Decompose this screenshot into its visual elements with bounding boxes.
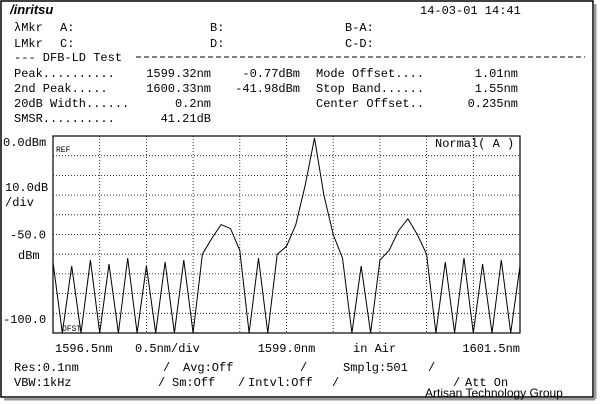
marker-label: A: (60, 21, 74, 35)
result: -41.98dBm (235, 82, 300, 96)
y-tick-label: -100.0 (3, 313, 46, 327)
result: 0.2nm (175, 97, 211, 111)
ofst-label: OFST (62, 325, 81, 334)
y-tick-label: 0.0dBm (3, 136, 46, 150)
x-tick-label: 1599.0nm (258, 342, 316, 356)
result: 20dB Width...... (14, 97, 129, 111)
result: SMSR.......... (14, 112, 115, 126)
setting: / (428, 361, 435, 375)
result: 1600.33nm (146, 82, 211, 96)
y-tick-label: -50.0 (10, 229, 46, 243)
scale: /div (5, 196, 34, 210)
marker-label: D: (210, 37, 224, 51)
marker-label: λMkr (14, 21, 43, 35)
setting: Intvl:Off (248, 376, 313, 390)
result: 1.01nm (475, 67, 518, 81)
result: 41.21dB (161, 112, 211, 126)
setting: / (158, 376, 165, 390)
result: 1.55nm (475, 82, 518, 96)
plot-frame (52, 135, 521, 334)
setting: VBW:1kHz (14, 376, 72, 390)
section-title: --- DFB-LD Test (14, 51, 122, 65)
scale: 10.0dB (5, 181, 48, 195)
marker-label: C-D: (345, 37, 374, 51)
datetime: 14-03-01 14:41 (420, 4, 521, 18)
setting: Res:0.1nm (14, 361, 79, 375)
marker-label: B: (210, 21, 224, 35)
spectrum-trace (52, 137, 521, 334)
x-tick-label: 1596.5nm (55, 342, 113, 356)
setting: Sm:Off (172, 376, 215, 390)
setting: / (238, 376, 245, 390)
setting: Smplg:501 (343, 361, 408, 375)
marker-label: LMkr (14, 37, 43, 51)
result: 1599.32nm (146, 67, 211, 81)
marker-label: C: (60, 37, 74, 51)
logo: /inritsu (9, 2, 53, 17)
marker-label: B-A: (345, 21, 374, 35)
result: Mode Offset.... (316, 67, 424, 81)
unit: dBm (18, 249, 40, 263)
setting: / (163, 361, 170, 375)
ref-label: REF (56, 146, 71, 155)
setting: / (453, 376, 460, 390)
watermark: Artisan Technology Group (425, 386, 563, 400)
result: 0.235nm (468, 97, 518, 111)
setting: / (300, 361, 307, 375)
result: 2nd Peak..... (14, 82, 108, 96)
result: -0.77dBm (242, 67, 300, 81)
setting: / (332, 376, 339, 390)
result: Center Offset.. (316, 97, 424, 111)
setting: Avg:Off (183, 361, 233, 375)
medium: in Air (353, 342, 396, 356)
x-tick-label: 1601.5nm (462, 342, 520, 356)
setting: Att On (465, 376, 508, 390)
result: Peak.......... (14, 67, 115, 81)
trace-mode: Normal( A ) (435, 137, 514, 151)
result: Stop Band...... (316, 82, 424, 96)
x-division: 0.5nm/div (135, 342, 200, 356)
